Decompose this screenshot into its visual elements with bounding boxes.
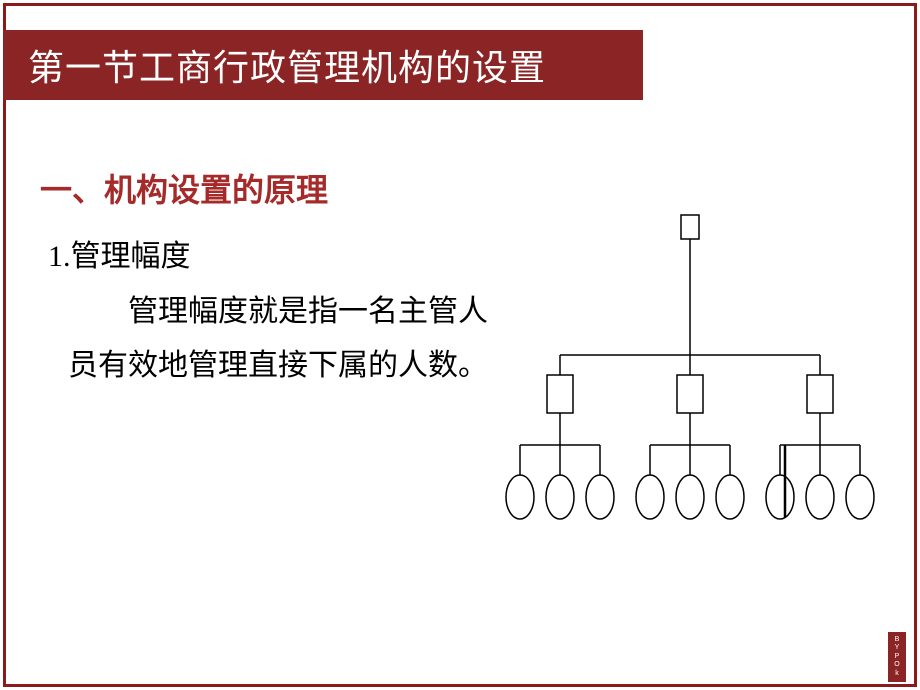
page-title: 第一节工商行政管理机构的设置: [28, 39, 546, 91]
subsection-label: 1.管理幅度: [48, 231, 490, 275]
org-tree-diagram: [500, 195, 890, 565]
body-text: 管理幅度就是指一名主管人员有效地管理直接下属的人数。: [68, 285, 490, 393]
content-area: 一、机构设置的原理 1.管理幅度 管理幅度就是指一名主管人员有效地管理直接下属的…: [40, 165, 490, 393]
sig-char: k: [895, 670, 899, 678]
title-bar: 第一节工商行政管理机构的设置: [3, 30, 643, 100]
section-heading: 一、机构设置的原理: [40, 165, 490, 211]
sig-char: B: [895, 636, 900, 644]
tree-svg: [500, 195, 890, 565]
sig-char: P: [895, 653, 900, 661]
sig-char: O: [894, 661, 899, 669]
signature-block: B Y P O k: [888, 632, 906, 682]
sig-char: Y: [895, 644, 900, 652]
